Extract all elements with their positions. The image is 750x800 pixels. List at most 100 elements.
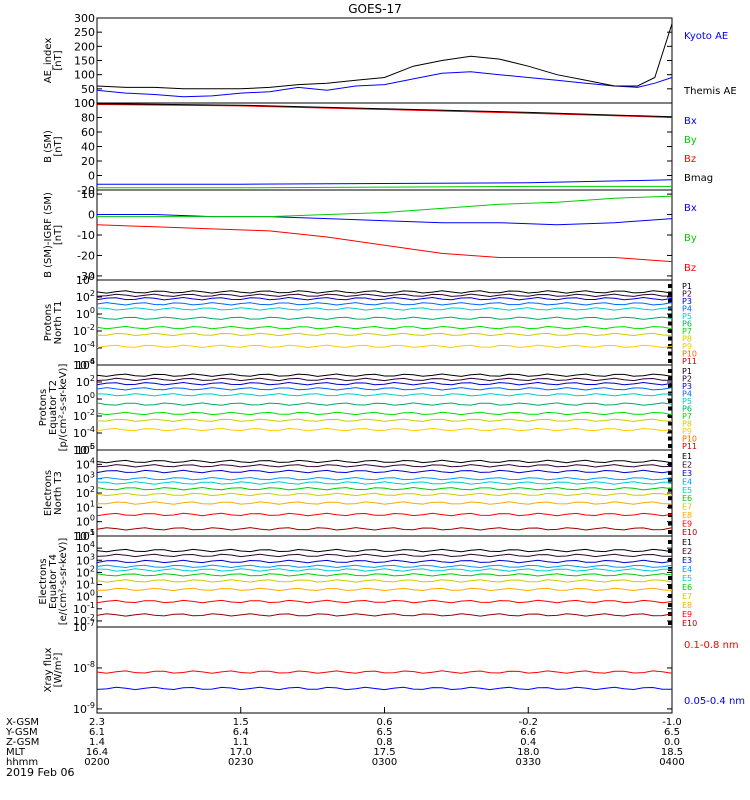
legend-bigrf-bx: Bx <box>684 203 697 214</box>
legend-marker <box>668 576 672 580</box>
legend-pn-p6: P6 <box>682 320 692 329</box>
y-axis-label: B (SM)-IGRF (SM)[nT] <box>43 192 64 278</box>
series-line-pe-7 <box>97 418 673 422</box>
x-row-label: Y-GSM <box>5 727 38 738</box>
y-tick-label: 102 <box>76 289 95 304</box>
legend-marker <box>668 487 672 492</box>
y-tick-label: 300 <box>74 12 95 25</box>
legend-marker <box>668 336 672 341</box>
x-tick-label: 0400 <box>659 757 684 768</box>
panel-frame <box>96 189 673 281</box>
legend-marker <box>668 549 672 553</box>
y-tick-label: 105 <box>76 442 95 457</box>
y-tick-label: 102 <box>76 485 95 500</box>
legend-marker <box>668 291 672 296</box>
y-tick-label: 10-1 <box>73 528 95 543</box>
series-line-en-0 <box>96 459 673 464</box>
y-tick-label: 0 <box>88 209 95 222</box>
legend-marker <box>668 351 672 356</box>
y-tick-label: 10-7 <box>73 619 95 634</box>
legend-bsm-bmag: Bmag <box>684 173 713 184</box>
y-axis-label: AE_index[nT] <box>43 38 64 84</box>
legend-pn-p5: P5 <box>682 312 692 321</box>
series-line-en-2 <box>96 469 673 474</box>
x-tick-label: 6.5 <box>377 727 393 738</box>
x-tick-label: -0.2 <box>518 717 538 728</box>
legend-pe-p5: P5 <box>682 397 692 406</box>
legend-marker <box>668 585 672 589</box>
legend-bsm-bx: Bx <box>684 116 697 127</box>
panel-frame <box>96 17 673 104</box>
y-tick-label: 101 <box>76 499 95 514</box>
legend-xray-0-05-0-4-nm: 0.05-0.4 nm <box>684 696 745 707</box>
series-line-en-1 <box>96 464 673 468</box>
legend-ae-kyoto-ae: Kyoto AE <box>684 31 728 42</box>
legend-en-e10: E10 <box>682 528 697 537</box>
legend-marker <box>668 594 672 598</box>
x-tick-label: 6.1 <box>89 727 105 738</box>
panel-frame <box>96 364 673 451</box>
legend-en-e5: E5 <box>682 486 692 495</box>
series-line-ee-6 <box>96 579 673 583</box>
y-axis-label: B (SM)[nT] <box>43 130 64 163</box>
x-row-label: X-GSM <box>6 717 39 728</box>
series-line-ee-7 <box>97 587 673 592</box>
y-tick-label: 102 <box>76 374 95 389</box>
series-line-bsm-1 <box>97 185 672 189</box>
legend-marker <box>668 621 672 625</box>
x-tick-label: 16.4 <box>86 747 108 758</box>
series-line-en-6 <box>96 492 673 497</box>
legend-marker <box>668 521 672 526</box>
y-tick-label: 10-2 <box>73 613 95 628</box>
y-tick-label: 104 <box>76 272 95 287</box>
legend-en-e1: E1 <box>682 452 692 461</box>
legend-pn-p1: P1 <box>682 282 692 291</box>
x-tick-label: 0230 <box>228 757 253 768</box>
legend-pn-p8: P8 <box>682 335 692 344</box>
series-line-pe-8 <box>96 427 673 432</box>
y-tick-label: 150 <box>74 55 95 68</box>
legend-bigrf-bz: Bz <box>684 263 696 274</box>
series-line-pn-3 <box>96 302 673 306</box>
y-tick-label: 100 <box>74 69 95 82</box>
legend-marker <box>668 454 672 458</box>
legend-pn-p11: P11 <box>682 357 697 366</box>
legend-en-e2: E2 <box>682 460 692 469</box>
series-line-ee-2 <box>96 559 673 564</box>
y-tick-label: 100 <box>76 589 95 604</box>
y-tick-label: 100 <box>74 97 95 110</box>
x-tick-label: 17.5 <box>373 747 395 758</box>
y-tick-label: 102 <box>76 564 95 579</box>
legend-pe-p11: P11 <box>682 442 697 451</box>
legend-pn-p4: P4 <box>682 305 692 314</box>
legend-marker <box>668 470 672 475</box>
legend-ee-e3: E3 <box>682 556 692 565</box>
x-tick-label: 0.6 <box>377 717 393 728</box>
x-tick-label: 0300 <box>372 757 397 768</box>
series-line-bigrf-2 <box>96 224 673 263</box>
panel-ee: 10510410310210110010-110-2ElectronsEquat… <box>38 528 697 628</box>
legend-marker <box>668 504 672 509</box>
x-tick-label: 2.3 <box>89 717 105 728</box>
series-line-pn-0 <box>96 290 673 294</box>
series-line-pe-5 <box>96 402 673 406</box>
series-line-pn-7 <box>97 332 673 337</box>
y-axis-label: ElectronsNorth T3 <box>43 470 64 516</box>
y-tick-label: -10 <box>77 229 95 242</box>
series-line-ee-1 <box>96 553 672 558</box>
legend-marker <box>668 299 672 303</box>
series-line-ee-3 <box>96 564 673 569</box>
y-tick-label: 50 <box>81 83 95 96</box>
legend-xray-0-1-0-8-nm: 0.1-0.8 nm <box>684 640 739 651</box>
y-tick-label: 104 <box>76 357 95 372</box>
series-line-pe-1 <box>96 377 673 382</box>
y-tick-label: 10-8 <box>73 660 95 675</box>
legend-en-e7: E7 <box>682 503 692 512</box>
legend-pn-p9: P9 <box>682 342 692 351</box>
series-line-ae-1 <box>96 23 673 90</box>
date-label: 2019 Feb 06 <box>6 766 74 779</box>
series-line-bsm-3 <box>96 103 673 118</box>
legend-pn-p3: P3 <box>682 297 692 306</box>
legend-marker <box>668 321 672 326</box>
